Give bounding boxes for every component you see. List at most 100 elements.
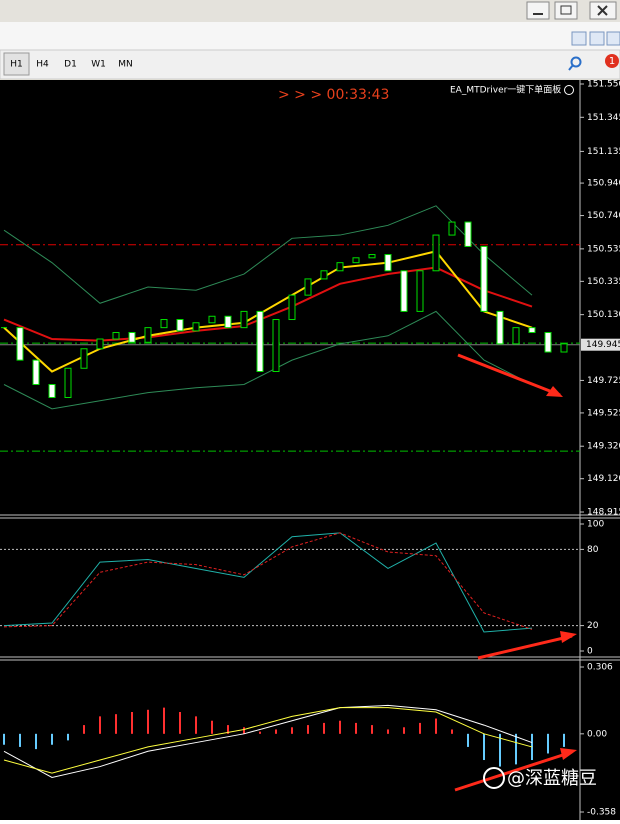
y-tick-label: 100 [587, 520, 604, 530]
countdown: > > > 00:33:43 [278, 87, 389, 103]
timeframe-label: H4 [36, 60, 49, 70]
y-tick-label: 20 [587, 621, 599, 631]
candle-body [448, 221, 456, 236]
candle-body [208, 315, 216, 324]
y-tick-label: 151.345 [587, 113, 620, 123]
indicator-line [3, 310, 533, 410]
annotation-arrow [477, 634, 573, 660]
indicator-line [3, 532, 533, 630]
candle-body [480, 245, 488, 312]
icon [597, 5, 608, 16]
y-tick-label: 151.135 [587, 147, 620, 157]
y-tick-label: 149.725 [587, 376, 620, 386]
candle-body [416, 270, 424, 312]
candle-body [352, 257, 360, 264]
indicator-line [3, 205, 533, 304]
search-icon [568, 64, 574, 71]
candle-body [256, 310, 264, 372]
candle-body [16, 327, 24, 361]
ea-label: EA_MTDriver一键下单面板 [450, 84, 561, 96]
timeframe-button[interactable] [86, 53, 111, 75]
candle-body [240, 310, 248, 329]
candle-body [128, 332, 136, 343]
candle-body [560, 343, 568, 353]
notification-count: 1 [609, 56, 615, 67]
indicator-line [3, 532, 533, 633]
annotation-arrowhead [560, 631, 577, 643]
candle-body [80, 348, 88, 369]
candle-body [32, 359, 40, 385]
indicator-line [3, 266, 533, 342]
annotation-arrowhead [560, 748, 577, 760]
y-tick-label: 149.525 [587, 408, 620, 418]
y-tick-label: 0.306 [587, 663, 613, 673]
candle-body [64, 367, 72, 398]
y-tick-label: -0.358 [587, 808, 616, 818]
title-bar [0, 0, 620, 22]
y-tick-label: 150.335 [587, 277, 620, 287]
candle-body [288, 294, 296, 321]
current-price-box [581, 338, 620, 351]
watermark-logo [483, 767, 505, 789]
candle-body [112, 332, 120, 340]
y-tick-label: 0 [587, 647, 593, 657]
indicator-line [3, 704, 533, 779]
y-tick-label: 148.915 [587, 508, 620, 518]
notification-badge[interactable] [605, 54, 619, 68]
child-close[interactable] [606, 31, 620, 46]
timeframe-label: MN [118, 60, 133, 70]
candle-body [96, 338, 104, 350]
timeframe-label: H1 [10, 60, 23, 70]
search-icon[interactable] [570, 56, 582, 68]
candle-body [400, 270, 408, 312]
y-tick-label: 149.120 [587, 474, 620, 484]
candle-body [304, 278, 312, 296]
candle-body [272, 319, 280, 372]
candle-body [528, 327, 536, 334]
annotation-arrow [454, 750, 573, 792]
plot-layer: 151.550 151.345 151.135 150.940 150.740 150.5… [0, 80, 620, 818]
timeframe-button[interactable] [3, 52, 30, 76]
candle-body [176, 319, 184, 332]
minimize-button[interactable] [526, 1, 550, 20]
y-tick-label: 150.535 [587, 244, 620, 254]
candle-body [464, 221, 472, 247]
child-restore[interactable] [589, 31, 605, 46]
candle-body [224, 315, 232, 329]
candle-body [144, 327, 152, 343]
menu-bar [0, 22, 620, 50]
timeframe-label: D1 [64, 60, 77, 70]
annotation-arrow [457, 353, 561, 397]
candle-body [512, 327, 520, 345]
timeframe-button[interactable] [30, 53, 55, 75]
candle-body [544, 332, 552, 353]
indicator-line [3, 707, 533, 774]
y-tick-label: 150.940 [587, 179, 620, 189]
candle-body [384, 254, 392, 272]
timeframe-button[interactable] [113, 53, 138, 75]
indicator-line [3, 250, 533, 373]
candle-body [496, 310, 504, 345]
y-tick-label: 0.00 [587, 729, 607, 739]
maximize-button[interactable] [554, 1, 578, 20]
candle-body [336, 262, 344, 272]
smiley-icon [564, 85, 574, 95]
candle-body [160, 319, 168, 329]
timeframe-label: W1 [91, 60, 106, 70]
y-tick-label: 80 [587, 545, 599, 555]
y-tick-label: 151.550 [587, 80, 620, 90]
y-tick-label: 149.320 [587, 442, 620, 452]
y-tick-label: 150.740 [587, 211, 620, 221]
child-minimize[interactable] [571, 31, 587, 46]
timeframe-group: H1 H4 D1 W1 MN [3, 52, 138, 76]
candle-body [368, 254, 376, 259]
timeframe-button[interactable] [58, 53, 83, 75]
annotation-arrowhead [546, 386, 563, 397]
chart-area [0, 80, 620, 820]
icon [560, 5, 572, 15]
candle-body [432, 234, 440, 272]
candle-body [192, 322, 200, 332]
current-price-label: 149.945 [586, 340, 620, 350]
candle-body [320, 270, 328, 280]
